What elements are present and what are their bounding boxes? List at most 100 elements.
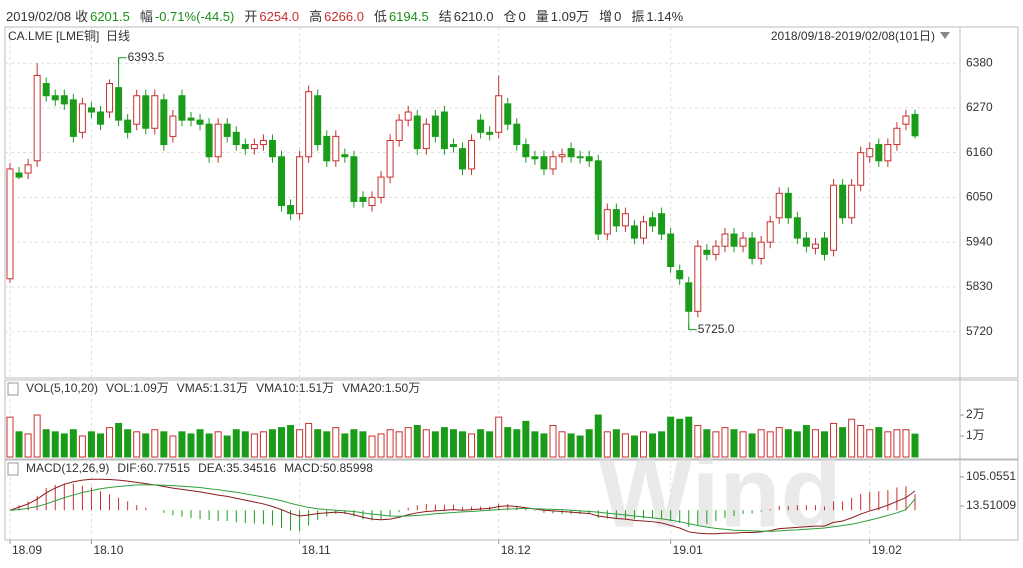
volume-bar [78, 435, 86, 458]
candle-body [712, 245, 720, 255]
volume-bar [540, 433, 548, 458]
x-tick-label: 18.11 [302, 543, 331, 557]
volume-bar [468, 433, 476, 458]
x-tick-label: 19.01 [673, 543, 703, 557]
panel-toggle [7, 382, 19, 396]
candle-body [522, 144, 530, 158]
candle-body [585, 156, 593, 162]
quote-label: 低 [373, 9, 387, 24]
candle-body [169, 115, 177, 137]
volume-bar [504, 427, 512, 458]
candle-body [802, 237, 810, 247]
candle-body [830, 184, 838, 251]
candle-body [368, 196, 376, 207]
candle-body [341, 154, 349, 158]
candle-body [350, 156, 358, 202]
volume-bar [748, 433, 756, 458]
panel-frame [4, 26, 1019, 379]
volume-bar [422, 429, 430, 458]
panel-toggle [7, 462, 19, 476]
volume-bar [848, 418, 856, 458]
candle-body [775, 192, 783, 219]
panel-title: VOL(5,10,20) [26, 381, 98, 395]
candle-body [477, 119, 485, 133]
candle-body [449, 144, 457, 148]
candle-body [513, 123, 521, 146]
candle-body [422, 123, 430, 150]
range-label: 2018/09/18-2019/02/08(101日) [771, 29, 935, 43]
quote-value: 0 [614, 9, 622, 24]
candle-body [793, 217, 801, 239]
volume-bar [341, 433, 349, 458]
volume-bar [278, 427, 285, 458]
volume-bar [866, 429, 874, 458]
volume-bar [205, 433, 213, 458]
quote-value: 6254.0 [259, 9, 300, 24]
candle-body [540, 156, 548, 170]
candle-body [603, 209, 611, 235]
volume-bar [404, 427, 412, 458]
quote-label: 结 [438, 9, 452, 24]
legend-entry: VMA5:1.31万 [177, 381, 248, 395]
y-tick-label: 6160 [966, 145, 993, 159]
x-tick-label: 18.10 [93, 543, 123, 557]
candle-body [459, 148, 466, 170]
volume-bar [839, 427, 847, 458]
candle-body [531, 156, 539, 160]
volume-bar [793, 431, 801, 458]
x-tick-label: 19.02 [872, 543, 902, 557]
candle-body [241, 144, 249, 150]
volume-bar [739, 431, 747, 458]
volume-bar [178, 431, 186, 458]
quote-label: 幅 [139, 9, 153, 24]
volume-bar [830, 422, 838, 458]
volume-bar [395, 431, 403, 458]
volume-tick-label: 1万 [966, 428, 985, 442]
candle-body [87, 107, 95, 113]
candle-body [278, 156, 285, 207]
quote-value: 6201.5 [90, 9, 130, 24]
volume-bar [142, 433, 150, 458]
quote-label: 开 [244, 9, 258, 24]
candle-body [377, 176, 385, 198]
candle-body [703, 249, 711, 255]
candle-body [468, 139, 476, 170]
volume-bar [377, 433, 385, 458]
candle-body [567, 148, 575, 158]
quote-label: 仓 [503, 9, 517, 24]
volume-bar [477, 429, 485, 458]
volume-bar [42, 429, 50, 458]
volume-bar [775, 427, 783, 458]
candle-body [766, 221, 774, 243]
volume-bar [60, 433, 68, 458]
candle-body [558, 154, 566, 158]
candle-body [6, 168, 14, 280]
volume-bar [667, 416, 675, 458]
volume-bar [332, 427, 340, 458]
quote-value: 0 [518, 9, 526, 24]
candle-body [658, 213, 666, 235]
volume-bar [757, 429, 765, 458]
candle-body [69, 99, 77, 137]
candle-body [757, 241, 765, 259]
candle-body [685, 282, 693, 312]
volume-bar [6, 416, 14, 458]
chart-title: CA.LME [LME铜] [8, 28, 99, 43]
volume-bar [314, 429, 322, 458]
quote-date: 2019/02/08 [6, 9, 72, 24]
quote-label: 量 [535, 9, 549, 24]
quote-label: 振 [631, 9, 645, 24]
volume-bar [676, 418, 684, 458]
volume-bar [241, 431, 249, 458]
volume-bar [214, 431, 222, 458]
candle-body [893, 127, 901, 146]
volume-bar [259, 431, 267, 458]
candle-body [649, 217, 657, 227]
quote-label: 高 [309, 9, 323, 24]
candle-body [115, 87, 123, 121]
volume-bar [612, 429, 620, 458]
volume-bar [187, 433, 195, 458]
volume-bar [106, 427, 114, 458]
